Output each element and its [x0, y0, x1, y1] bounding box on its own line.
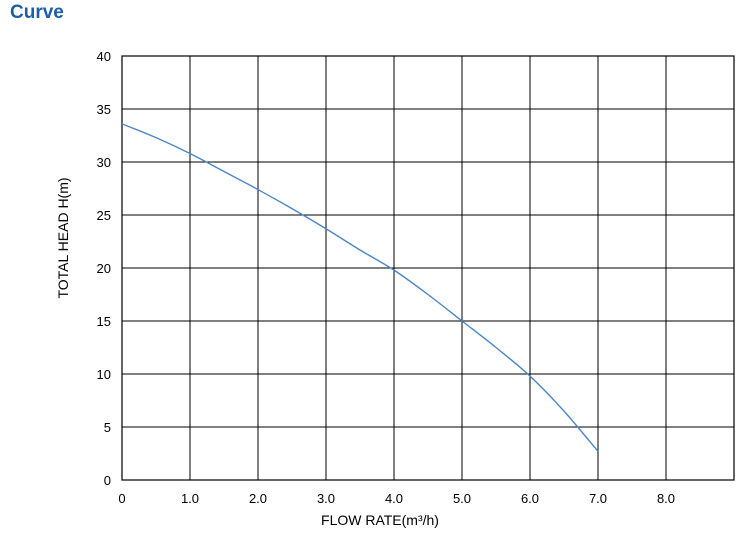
y-axis-title: TOTAL HEAD H(m) [55, 177, 71, 298]
y-tick-label: 15 [97, 314, 111, 329]
x-tick-label: 2.0 [249, 491, 267, 506]
y-tick-label: 40 [97, 49, 111, 64]
plot-frame [121, 55, 735, 481]
series-line [121, 123, 599, 452]
x-tick-label: 3.0 [317, 491, 335, 506]
y-tick-label: 10 [97, 367, 111, 382]
y-tick-label: 25 [97, 208, 111, 223]
x-tick-label: 0 [118, 491, 125, 506]
grid-lines [122, 56, 734, 480]
y-tick-label: 35 [97, 102, 111, 117]
y-tick-label: 20 [97, 261, 111, 276]
y-tick-labels: 0 5 10 15 20 25 30 35 40 [97, 49, 111, 488]
x-tick-label: 4.0 [385, 491, 403, 506]
x-tick-label: 6.0 [521, 491, 539, 506]
x-tick-label: 5.0 [453, 491, 471, 506]
page-title: Curve [10, 2, 64, 23]
x-tick-labels: 0 1.0 2.0 3.0 4.0 5.0 6.0 7.0 8.0 [118, 491, 675, 506]
x-tick-label: 1.0 [181, 491, 199, 506]
y-tick-label: 0 [104, 473, 111, 488]
y-tick-label: 5 [104, 420, 111, 435]
x-tick-label: 8.0 [657, 491, 675, 506]
x-axis-title: FLOW RATE(m³/h) [321, 512, 439, 528]
x-tick-label: 7.0 [589, 491, 607, 506]
y-tick-label: 30 [97, 155, 111, 170]
